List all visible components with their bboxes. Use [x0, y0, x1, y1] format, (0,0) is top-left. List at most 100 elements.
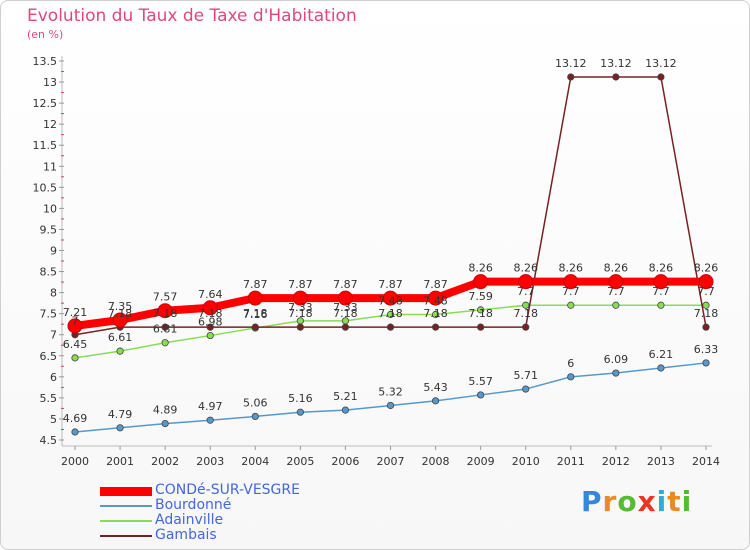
y-tick-label: 9 [50, 245, 57, 258]
y-tick-label: 13.5 [33, 55, 58, 68]
data-label: 5.32 [378, 385, 403, 398]
data-point [71, 428, 79, 436]
x-tick-label: 2012 [602, 455, 630, 468]
data-label: 8.26 [513, 262, 538, 275]
data-label: 7.87 [378, 278, 403, 291]
data-point [477, 323, 485, 331]
data-label: 4.89 [153, 404, 178, 417]
data-point [612, 73, 620, 81]
y-tick-label: 13 [43, 76, 57, 89]
data-point [161, 323, 169, 331]
logo-letter: i [681, 485, 693, 518]
legend-label: Adainville [155, 512, 224, 528]
proxiti-logo: Proxiti [581, 485, 691, 529]
data-label: 8.26 [559, 262, 584, 275]
data-point [296, 323, 304, 331]
data-label: 7.59 [468, 290, 493, 303]
logo-letter: P [581, 485, 603, 518]
chart-title: Evolution du Taux de Taxe d'Habitation [27, 6, 357, 26]
data-label: 7.87 [288, 278, 313, 291]
data-label: 8.26 [468, 262, 493, 275]
data-point [386, 310, 395, 319]
y-tick-label: 11.5 [33, 139, 58, 152]
data-label: 7.18 [333, 307, 358, 320]
x-tick-label: 2007 [377, 455, 405, 468]
data-point [567, 73, 575, 81]
data-point [518, 274, 534, 290]
data-point [612, 369, 620, 377]
y-tick-label: 8 [50, 287, 57, 300]
data-point [206, 323, 214, 331]
data-point [428, 290, 444, 306]
data-point [247, 290, 263, 306]
data-point [157, 303, 173, 319]
data-label: 7.18 [468, 307, 493, 320]
data-label: 7.87 [243, 278, 268, 291]
legend-swatch [100, 520, 152, 522]
x-tick-label: 2008 [422, 455, 450, 468]
y-tick-label: 10.5 [33, 181, 58, 194]
y-tick-label: 11 [43, 160, 57, 173]
y-tick-label: 12 [43, 118, 57, 131]
data-point [653, 274, 669, 290]
data-point [612, 301, 620, 309]
data-label: 7.87 [333, 278, 358, 291]
data-label: 6.45 [63, 338, 88, 351]
legend-swatch [100, 487, 152, 496]
x-tick-label: 2010 [512, 455, 540, 468]
data-label: 5.43 [423, 381, 448, 394]
data-point [341, 323, 350, 331]
x-tick-label: 2002 [151, 455, 179, 468]
data-point [116, 424, 124, 432]
data-point [112, 312, 128, 328]
data-point [567, 301, 575, 309]
data-label: 6.98 [198, 316, 223, 329]
legend-swatch [100, 535, 152, 537]
logo-letter: x [637, 485, 657, 518]
logo-letter: o [617, 485, 638, 518]
data-point [431, 310, 440, 319]
y-tick-label: 6 [50, 371, 57, 384]
y-tick-label: 7.5 [40, 308, 58, 321]
data-point [657, 364, 665, 372]
y-tick-label: 7 [50, 329, 57, 342]
data-label: 7.18 [108, 307, 133, 320]
data-label: 7.7 [697, 285, 715, 298]
y-tick-label: 4.5 [40, 434, 58, 447]
data-label: 6.33 [694, 343, 719, 356]
data-label: 6.81 [153, 323, 178, 336]
x-tick-label: 2003 [196, 455, 224, 468]
data-point [431, 397, 440, 405]
y-tick-label: 10 [43, 202, 57, 215]
data-point [386, 401, 395, 410]
data-label: 8.26 [604, 262, 629, 275]
data-label: 8.26 [694, 262, 719, 275]
data-point [657, 73, 665, 81]
data-label: 6 [567, 357, 574, 370]
data-label: 7.7 [517, 285, 535, 298]
data-point [296, 408, 304, 416]
data-point [702, 359, 710, 367]
data-point [161, 419, 169, 428]
legend-label: Gambais [155, 527, 217, 543]
y-tick-label: 8.5 [40, 266, 58, 279]
logo-letter: i [656, 485, 668, 518]
data-label: 7.16 [243, 308, 268, 321]
data-point [206, 416, 214, 424]
x-tick-label: 2013 [647, 455, 675, 468]
x-tick-label: 2005 [286, 455, 314, 468]
data-point [161, 339, 169, 347]
data-point [563, 274, 579, 290]
x-tick-label: 2004 [241, 455, 269, 468]
x-tick-label: 2011 [557, 455, 585, 468]
data-point [477, 306, 485, 314]
data-point [71, 354, 79, 362]
data-point [657, 301, 665, 309]
data-label: 7.48 [378, 295, 403, 308]
legend-label: CONDé-SUR-VESGRE [155, 482, 300, 498]
data-label: 4.97 [198, 400, 223, 413]
data-label: 7.57 [153, 291, 178, 304]
y-tick-label: 6.5 [40, 350, 58, 363]
data-label: 7.18 [513, 307, 538, 320]
x-tick-label: 2009 [467, 455, 495, 468]
